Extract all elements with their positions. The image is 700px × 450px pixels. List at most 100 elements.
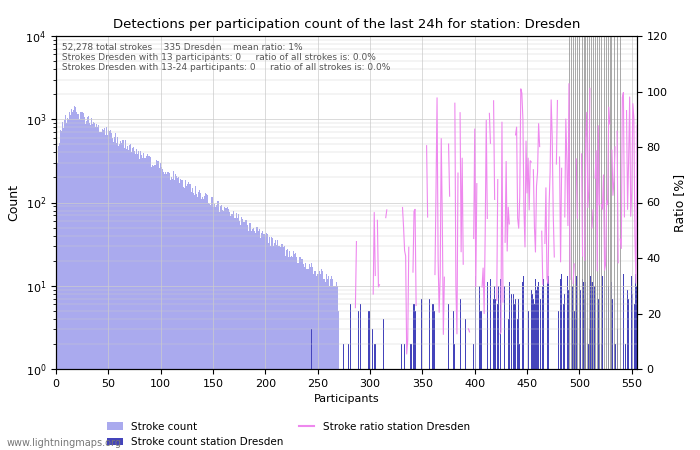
Bar [490, 279, 491, 450]
Bar [585, 282, 586, 450]
Bar [266, 233, 267, 450]
Bar [249, 223, 250, 450]
Bar [182, 180, 183, 450]
Bar [233, 212, 235, 450]
Bar [627, 289, 628, 450]
Bar [475, 276, 476, 450]
Bar [327, 279, 328, 450]
Bar [89, 123, 90, 450]
Bar [395, 369, 397, 450]
Bar [216, 205, 217, 450]
Bar [174, 180, 175, 450]
Bar [99, 132, 101, 450]
Bar [250, 224, 251, 450]
Title: Detections per participation count of the last 24h for station: Dresden: Detections per participation count of th… [113, 18, 580, 31]
Bar [234, 217, 235, 450]
Bar [270, 246, 271, 450]
Bar [361, 369, 362, 450]
Bar [580, 289, 581, 450]
Bar [385, 369, 386, 450]
Bar [291, 256, 292, 450]
Bar [602, 276, 603, 450]
Bar [161, 167, 162, 450]
Bar [500, 279, 501, 450]
Bar [91, 118, 92, 450]
Bar [356, 369, 357, 450]
Bar [272, 238, 273, 450]
Bar [197, 197, 198, 450]
Bar [159, 168, 160, 450]
Bar [370, 369, 372, 450]
Bar [256, 227, 258, 450]
Bar [575, 319, 576, 450]
Bar [254, 231, 256, 450]
Bar [366, 369, 368, 450]
Bar [114, 137, 115, 450]
Bar [103, 130, 104, 450]
Bar [177, 178, 178, 450]
Bar [486, 282, 488, 450]
Bar [334, 286, 335, 450]
Bar [253, 228, 254, 450]
Bar [211, 198, 213, 450]
Bar [217, 202, 218, 450]
Bar [148, 156, 150, 450]
Bar [186, 186, 188, 450]
Bar [268, 243, 269, 450]
Bar [598, 344, 600, 450]
Bar [535, 279, 536, 450]
Legend: Stroke count, Stroke count station Dresden, Stroke ratio station Dresden: Stroke count, Stroke count station Dresd… [103, 418, 474, 450]
Bar [141, 155, 142, 450]
Bar [344, 369, 346, 450]
Bar [494, 286, 495, 450]
Bar [275, 240, 276, 450]
Bar [508, 319, 509, 450]
Bar [547, 276, 549, 450]
Bar [136, 149, 137, 450]
Bar [97, 127, 99, 450]
Bar [359, 369, 360, 450]
Bar [440, 369, 441, 450]
Bar [519, 344, 520, 450]
Bar [105, 135, 106, 450]
Bar [289, 251, 290, 450]
Bar [277, 240, 279, 450]
Bar [298, 262, 300, 450]
Bar [302, 265, 304, 450]
Bar [108, 130, 109, 450]
Bar [110, 130, 111, 450]
Bar [306, 269, 307, 450]
Bar [93, 122, 95, 450]
Bar [401, 344, 402, 450]
Bar [611, 282, 612, 450]
Bar [460, 299, 461, 450]
Bar [354, 369, 355, 450]
Bar [378, 369, 379, 450]
Bar [164, 174, 165, 450]
Bar [287, 369, 288, 450]
Bar [196, 194, 197, 450]
Bar [69, 112, 70, 450]
Bar [158, 162, 159, 450]
Bar [362, 369, 363, 450]
Bar [491, 369, 492, 450]
Bar [518, 299, 519, 450]
Bar [323, 279, 325, 450]
Bar [497, 304, 498, 450]
Bar [517, 319, 518, 450]
Bar [130, 144, 131, 450]
Bar [63, 128, 64, 450]
Bar [285, 256, 286, 450]
Bar [404, 344, 405, 450]
Bar [206, 194, 207, 450]
Bar [267, 234, 268, 450]
Bar [566, 369, 568, 450]
Bar [564, 294, 566, 450]
Text: 52,278 total strokes    335 Dresden    mean ratio: 1%
 Strokes Dresden with 13 p: 52,278 total strokes 335 Dresden mean ra… [59, 43, 391, 72]
Bar [120, 141, 121, 450]
Bar [287, 248, 288, 450]
Bar [450, 369, 452, 450]
Bar [540, 299, 541, 450]
Bar [319, 271, 321, 450]
Bar [102, 129, 103, 450]
